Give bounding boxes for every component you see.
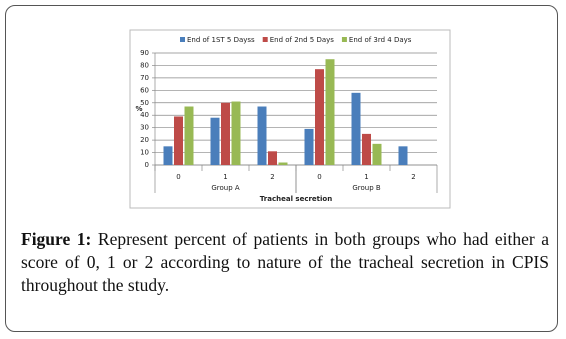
y-tick-label: 0 (145, 161, 149, 169)
y-tick-label: 10 (140, 149, 149, 157)
x-axis-label: Tracheal secretion (260, 195, 332, 203)
bar (231, 101, 241, 165)
group-label: Group A (211, 184, 240, 192)
x-tick-label: 2 (270, 173, 274, 181)
y-tick-label: 90 (140, 49, 149, 57)
bar (174, 116, 183, 165)
bar (398, 146, 408, 165)
caption-label: Figure 1: (21, 229, 92, 249)
y-tick-label: 30 (140, 124, 149, 132)
group-label: Group B (352, 184, 381, 192)
y-tick-label: 50 (140, 99, 149, 107)
bar (268, 151, 277, 165)
legend-label: End of 2nd 5 Days (270, 36, 335, 44)
bar (257, 106, 267, 165)
chart-frame (129, 29, 451, 209)
bar (210, 117, 220, 165)
legend-swatch (180, 37, 185, 42)
bar (315, 69, 324, 165)
caption-text: Represent percent of patients in both gr… (21, 229, 549, 295)
y-tick-label: 20 (140, 136, 149, 144)
legend-swatch (262, 37, 268, 42)
bar (351, 92, 361, 165)
bar (184, 106, 194, 165)
legend-swatch (341, 37, 347, 42)
bar (304, 128, 314, 165)
bar (278, 162, 288, 165)
legend-label: End of 1ST 5 Dayss (187, 36, 255, 44)
x-tick-label: 0 (317, 173, 321, 181)
y-axis-label: % (135, 105, 142, 113)
y-tick-label: 80 (140, 61, 149, 69)
x-tick-label: 0 (176, 173, 180, 181)
bar (325, 59, 335, 165)
x-tick-label: 1 (364, 173, 368, 181)
bar (362, 133, 371, 165)
x-tick-label: 1 (223, 173, 227, 181)
figure-frame (5, 5, 558, 332)
bar (372, 143, 382, 165)
bar (221, 102, 230, 165)
y-tick-label: 60 (140, 86, 149, 94)
y-tick-label: 40 (140, 111, 149, 119)
y-tick-label: 70 (140, 74, 149, 82)
legend-label: End of 3rd 4 Days (349, 36, 412, 44)
x-tick-label: 2 (411, 173, 415, 181)
caption: Figure 1: Represent percent of patients … (21, 228, 549, 297)
bar (163, 146, 173, 165)
